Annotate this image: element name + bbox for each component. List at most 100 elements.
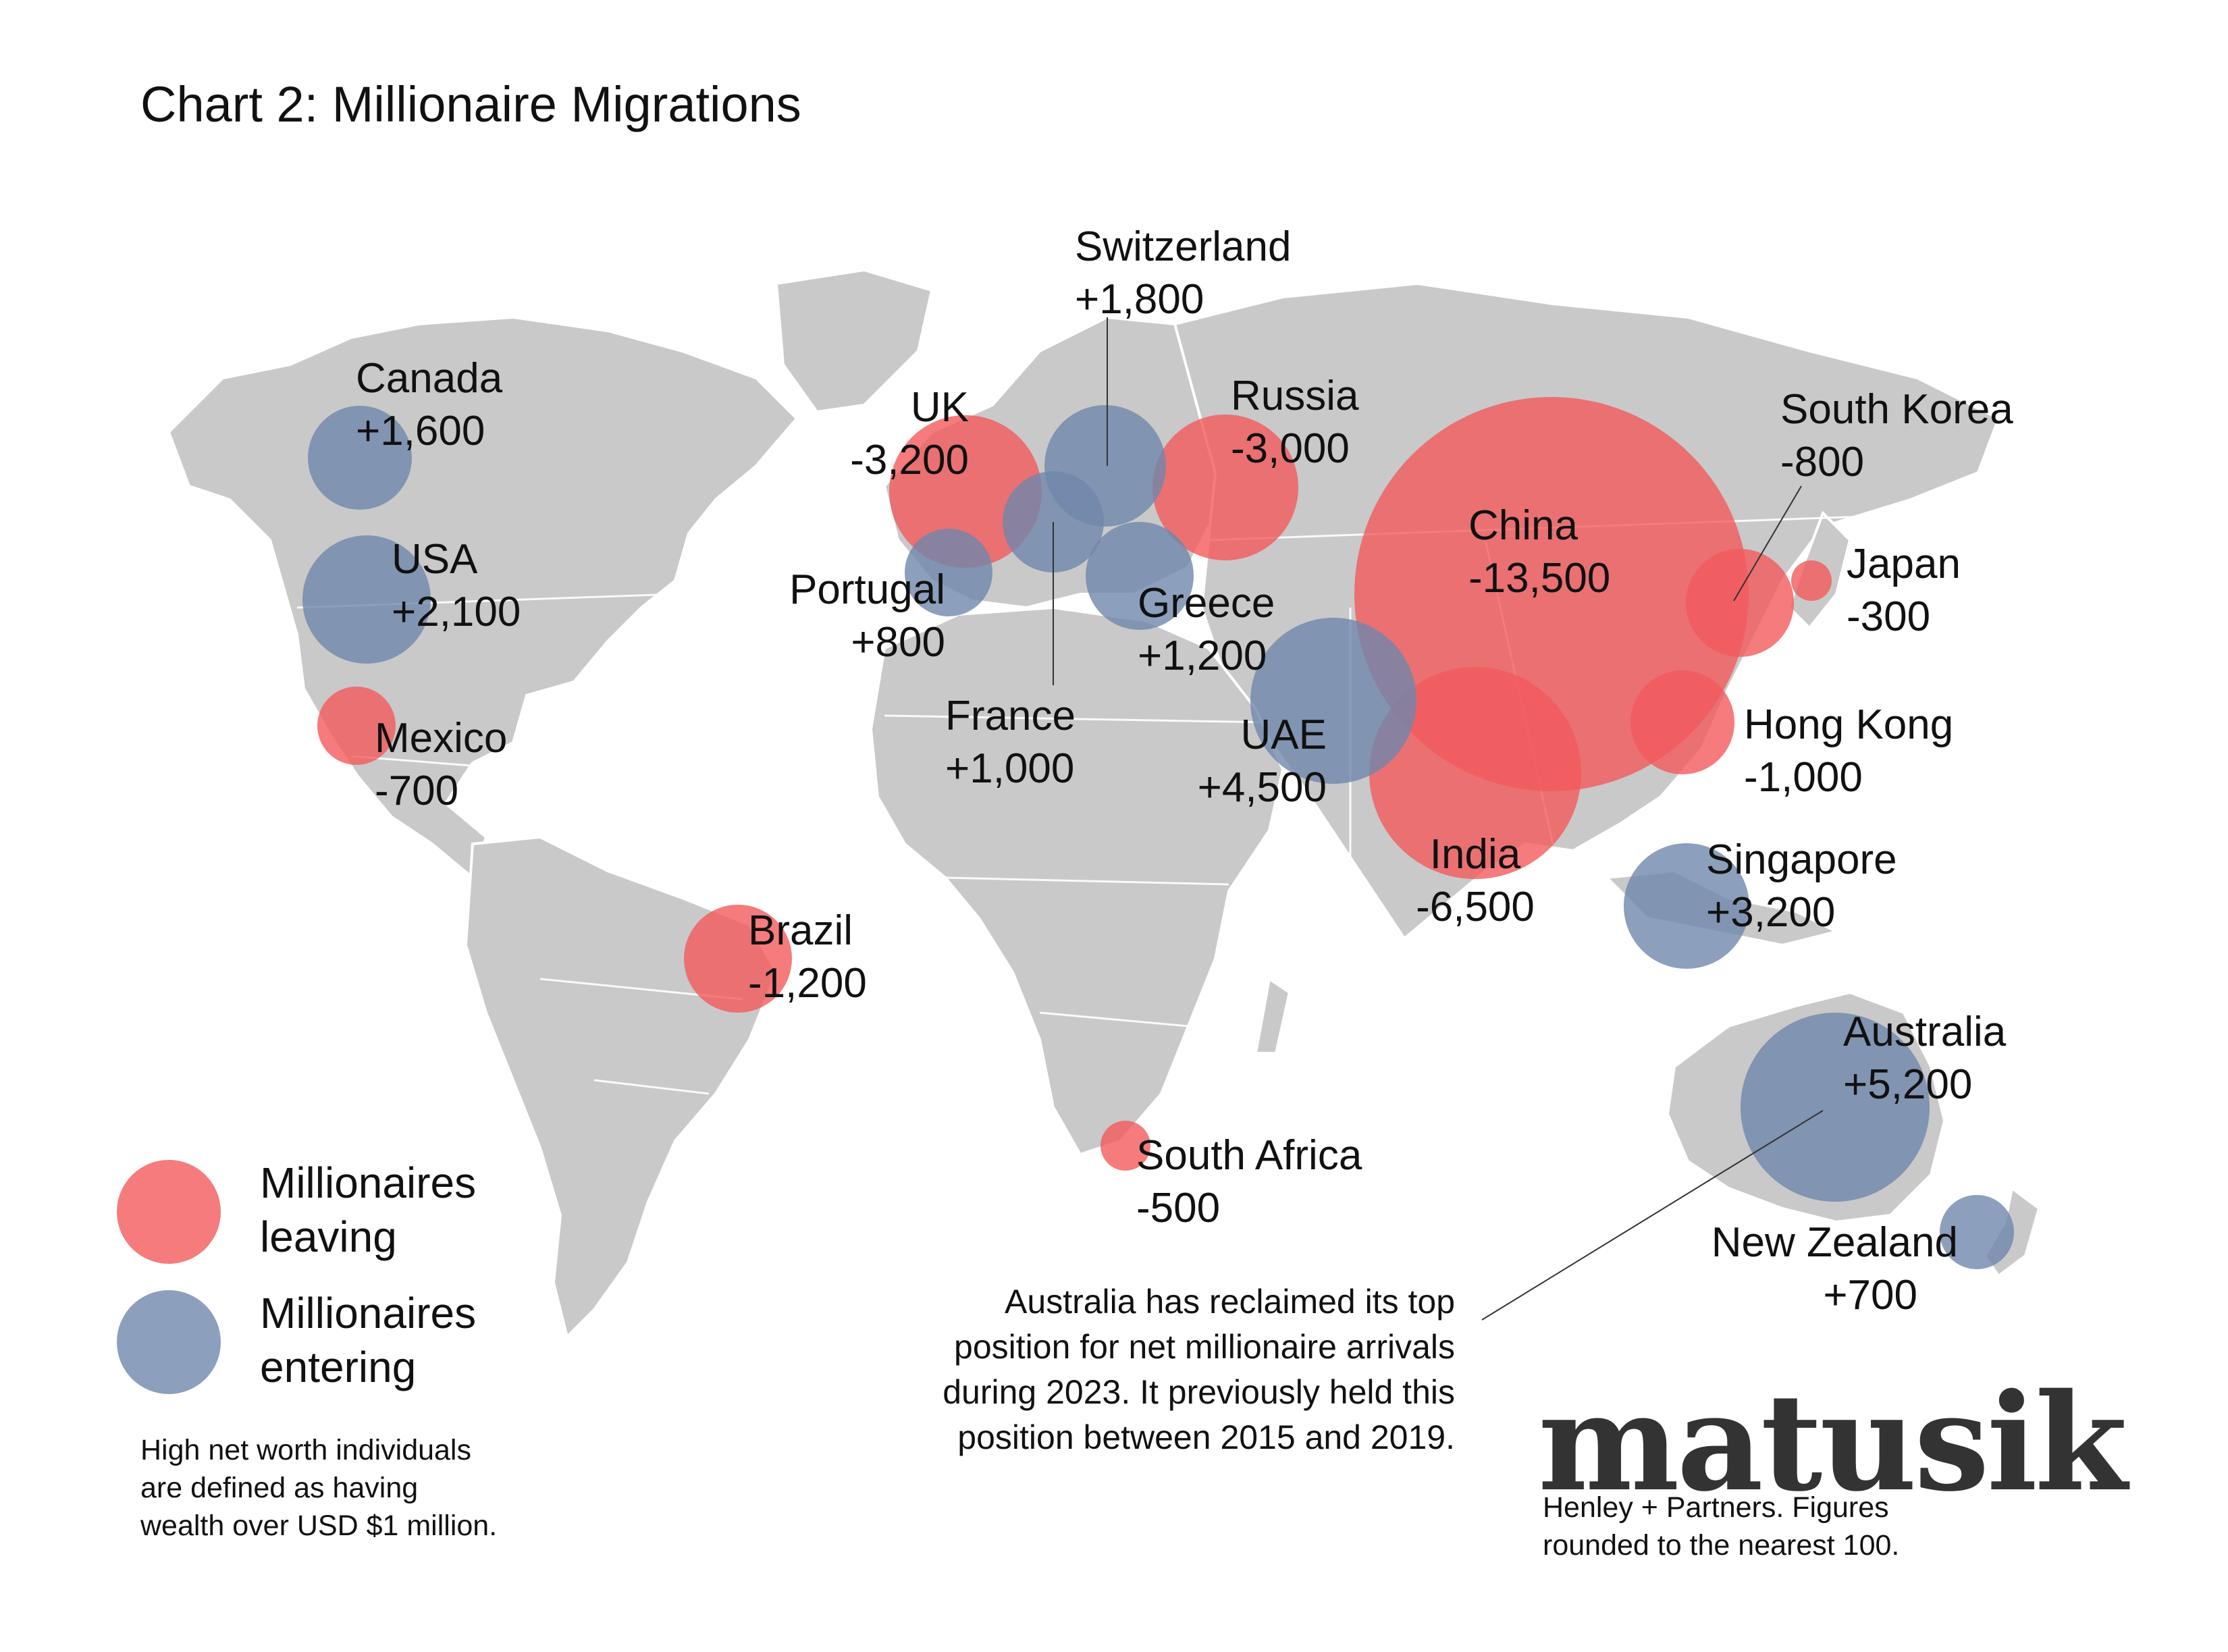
legend-entering-line2: entering [260, 1343, 417, 1391]
country-value: +1,600 [356, 408, 485, 454]
matusik-logo: matusik [1538, 1364, 2127, 1521]
country-name: France [945, 693, 1076, 739]
bubble-greece [1086, 522, 1194, 630]
note-line: High net worth individuals [140, 1434, 471, 1466]
country-name: Singapore [1706, 836, 1897, 883]
legend-entering-line1: Millionaires [260, 1289, 477, 1337]
callout-line: position for net millionaire arrivals [954, 1328, 1455, 1366]
country-value: -13,500 [1468, 555, 1611, 602]
label-australia: Australia +5,200 [1843, 1006, 2006, 1111]
country-name: South Africa [1136, 1132, 1362, 1179]
label-portugal: Portugal +800 [776, 564, 945, 669]
bubble-mexico [317, 687, 396, 765]
country-name: USA [392, 536, 478, 583]
legend-leaving-swatch [117, 1160, 221, 1264]
country-name: Japan [1847, 541, 1961, 587]
label-south-africa: South Africa -500 [1136, 1129, 1362, 1235]
label-singapore: Singapore +3,200 [1706, 834, 1897, 939]
country-value: +3,200 [1706, 889, 1836, 936]
callout-line1: Australia has reclaimed its top [943, 1279, 1455, 1325]
country-name: UK [910, 384, 969, 431]
country-value: +1,800 [1075, 276, 1204, 323]
country-value: +4,500 [1197, 764, 1327, 811]
country-value: -6,500 [1416, 884, 1535, 930]
legend-leaving-line2: leaving [260, 1213, 397, 1261]
source-line: rounded to the nearest 100. [1543, 1529, 1900, 1562]
country-value: +800 [851, 619, 945, 666]
country-name: Brazil [748, 907, 853, 954]
legend-leaving-line1: Millionaires [260, 1158, 477, 1207]
callout-line: position between 2015 and 2019. [957, 1418, 1455, 1456]
bubble-singapore [1624, 843, 1749, 969]
source-line: Henley + Partners. Figures [1543, 1491, 1889, 1524]
bubble-brazil [684, 905, 792, 1013]
label-france: France +1,000 [945, 690, 1076, 795]
callout-bold: Australia [1005, 1283, 1136, 1321]
bubble-canada [308, 406, 412, 510]
legend-entering-swatch [117, 1290, 221, 1394]
country-name: New Zealand [1711, 1219, 1958, 1266]
bubble-south-africa [1100, 1121, 1150, 1171]
label-japan: Japan -300 [1847, 538, 1961, 643]
bubble-india [1369, 667, 1581, 879]
label-russia: Russia -3,000 [1231, 370, 1359, 475]
leader-lines [1053, 317, 1824, 1321]
country-value: -3,200 [850, 437, 969, 483]
legend-entering: Millionaires entering [260, 1286, 476, 1394]
bubble-portugal [905, 529, 992, 616]
country-name: South Korea [1780, 386, 2013, 433]
country-name: Russia [1231, 373, 1359, 419]
chart-title: Chart 2: Millionaire Migrations [140, 76, 801, 132]
leader-south-korea [1733, 485, 1802, 602]
country-value: -3,000 [1231, 425, 1350, 472]
bubble-australia [1741, 1013, 1930, 1202]
label-hong-kong: Hong Kong -1,000 [1744, 699, 1953, 804]
label-uae: UAE +4,500 [1185, 709, 1327, 814]
country-value: -500 [1136, 1185, 1221, 1231]
label-switzerland: Switzerland +1,800 [1075, 221, 1291, 326]
country-name: Portugal [789, 566, 945, 613]
bubble-hong-kong [1630, 670, 1734, 774]
country-name: Hong Kong [1744, 701, 1954, 748]
label-china: China -13,500 [1468, 500, 1610, 605]
bubble-south-korea [1686, 549, 1794, 657]
country-value: -800 [1780, 439, 1865, 485]
label-canada: Canada +1,600 [356, 352, 502, 458]
country-value: -1,000 [1744, 754, 1863, 801]
bubble-new-zealand [1940, 1195, 2014, 1269]
source-note: Henley + Partners. Figures rounded to th… [1543, 1489, 1899, 1564]
note-line: wealth over USD $1 million. [140, 1510, 498, 1542]
definition-note: High net worth individuals are defined a… [140, 1431, 497, 1545]
label-usa: USA +2,100 [392, 533, 521, 639]
country-value: -700 [375, 768, 459, 814]
callout-line1-rest: has reclaimed its top [1136, 1283, 1455, 1321]
country-name: Canada [356, 355, 503, 402]
country-value: +1,000 [945, 745, 1075, 792]
label-south-korea: South Korea -800 [1780, 383, 2013, 489]
label-new-zealand: New Zealand +700 [1688, 1217, 1958, 1322]
country-value: -300 [1847, 593, 1931, 640]
label-greece: Greece +1,200 [1138, 577, 1275, 683]
country-name: Mexico [375, 715, 508, 762]
country-value: +5,200 [1843, 1061, 1973, 1108]
label-mexico: Mexico -700 [375, 712, 507, 818]
country-value: +2,100 [392, 589, 521, 635]
callout-line: during 2023. It previously held this [943, 1373, 1455, 1411]
country-name: UAE [1240, 712, 1327, 758]
bubble-russia [1152, 415, 1298, 560]
label-uk: UK -3,200 [841, 381, 969, 487]
australia-callout: Australia has reclaimed its top position… [943, 1279, 1455, 1460]
country-name: India [1429, 831, 1521, 878]
country-name: China [1468, 502, 1578, 549]
note-line: are defined as having [140, 1472, 419, 1504]
label-brazil: Brazil -1,200 [748, 905, 867, 1010]
bubble-uae [1250, 618, 1416, 784]
bubble-usa [302, 535, 431, 664]
country-value: -1,200 [748, 960, 867, 1007]
leader-australia [1481, 1110, 1824, 1321]
bubble-japan [1791, 560, 1832, 601]
country-value: +1,200 [1138, 633, 1267, 679]
label-india: India -6,500 [1398, 828, 1553, 934]
country-name: Greece [1138, 580, 1275, 627]
